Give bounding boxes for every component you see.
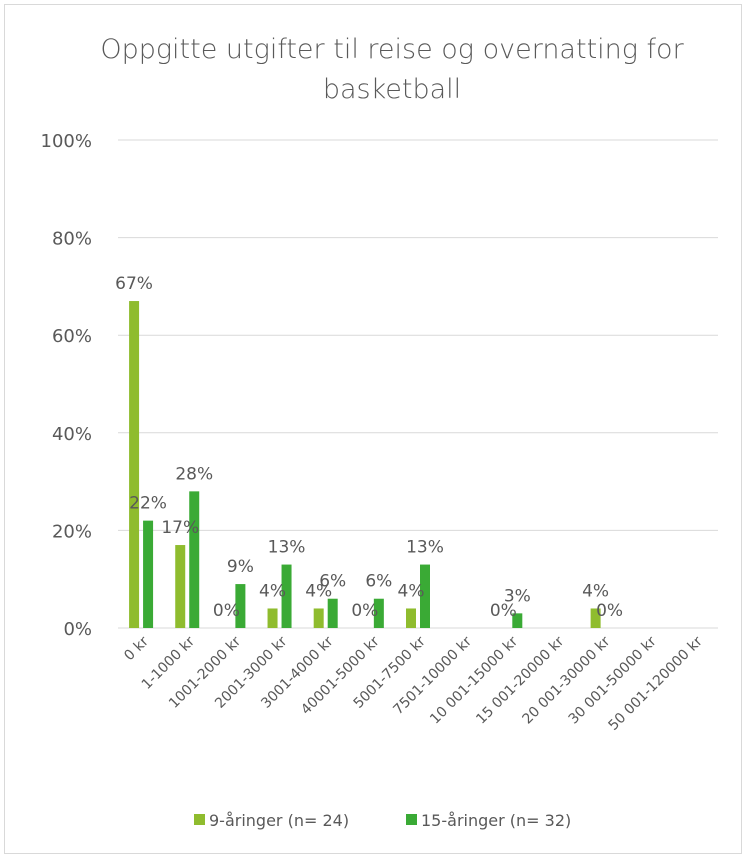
- y-tick-label: 0%: [63, 619, 92, 640]
- data-label: 22%: [129, 494, 167, 514]
- bar: [420, 564, 430, 628]
- data-label: 9%: [227, 557, 254, 577]
- legend-label: 9-åringer (n= 24): [209, 811, 349, 830]
- data-label: 13%: [406, 538, 444, 558]
- bar: [512, 613, 523, 628]
- y-tick-label: 80%: [52, 229, 92, 250]
- bar: [175, 545, 186, 628]
- data-label: 17%: [161, 518, 199, 538]
- bar: [281, 564, 292, 628]
- data-label: 0%: [213, 601, 240, 621]
- bar: [235, 584, 246, 628]
- data-label: 67%: [115, 274, 153, 294]
- bar: [406, 608, 416, 628]
- legend-swatch: [194, 814, 205, 825]
- y-tick-label: 40%: [52, 424, 92, 445]
- x-tick-label: 40001-5000 kr: [298, 633, 383, 718]
- legend-swatch: [406, 814, 417, 825]
- data-label: 4%: [582, 581, 609, 601]
- data-label: 0%: [351, 601, 378, 621]
- x-tick-label: 10 001-15000 kr: [427, 633, 521, 727]
- bar: [143, 520, 154, 628]
- data-label: 4%: [305, 581, 332, 601]
- bar: [327, 598, 338, 628]
- bar: [189, 491, 200, 628]
- data-labels: 67%22%17%28%0%9%4%13%4%6%0%6% 4%13%0%3% 4%…: [115, 274, 623, 621]
- data-label: 0%: [490, 601, 517, 621]
- y-tick-label: 60%: [52, 326, 92, 347]
- y-axis-ticks: 0% 20% 40% 60% 80% 100%: [41, 131, 92, 640]
- data-label: 0%: [596, 601, 623, 621]
- data-label: 28%: [175, 464, 213, 484]
- legend: 9-åringer (n= 24) 15-åringer (n= 32): [194, 811, 571, 830]
- bars: [129, 301, 601, 628]
- data-label: 6%: [365, 572, 392, 592]
- data-label: 6%: [319, 572, 346, 592]
- chart-frame: [4, 4, 742, 854]
- bar: [129, 301, 140, 628]
- y-tick-label: 100%: [41, 131, 92, 152]
- x-tick-label: 0 kr: [121, 633, 152, 664]
- bar: [373, 598, 384, 628]
- data-label: 4%: [259, 581, 286, 601]
- x-tick-label: 15 001-20000 kr: [473, 633, 567, 727]
- x-tick-label: 7501-10000 kr: [390, 633, 475, 718]
- gridlines: [118, 139, 718, 629]
- bar: [590, 608, 601, 628]
- data-label: 4%: [398, 581, 425, 601]
- data-label: 3%: [504, 586, 531, 606]
- data-label: 13%: [268, 538, 306, 558]
- x-tick-label: 30 001-50000 kr: [566, 633, 660, 727]
- bar: [313, 608, 324, 628]
- legend-label: 15-åringer (n= 32): [421, 811, 571, 830]
- chart-title-line2: basketball: [323, 74, 461, 105]
- x-tick-label: 20 001-30000 kr: [519, 633, 613, 727]
- y-tick-label: 20%: [52, 521, 92, 542]
- chart-title-line1: Oppgitte utgifter til reise og overnatti…: [100, 34, 684, 65]
- bar: [267, 608, 278, 628]
